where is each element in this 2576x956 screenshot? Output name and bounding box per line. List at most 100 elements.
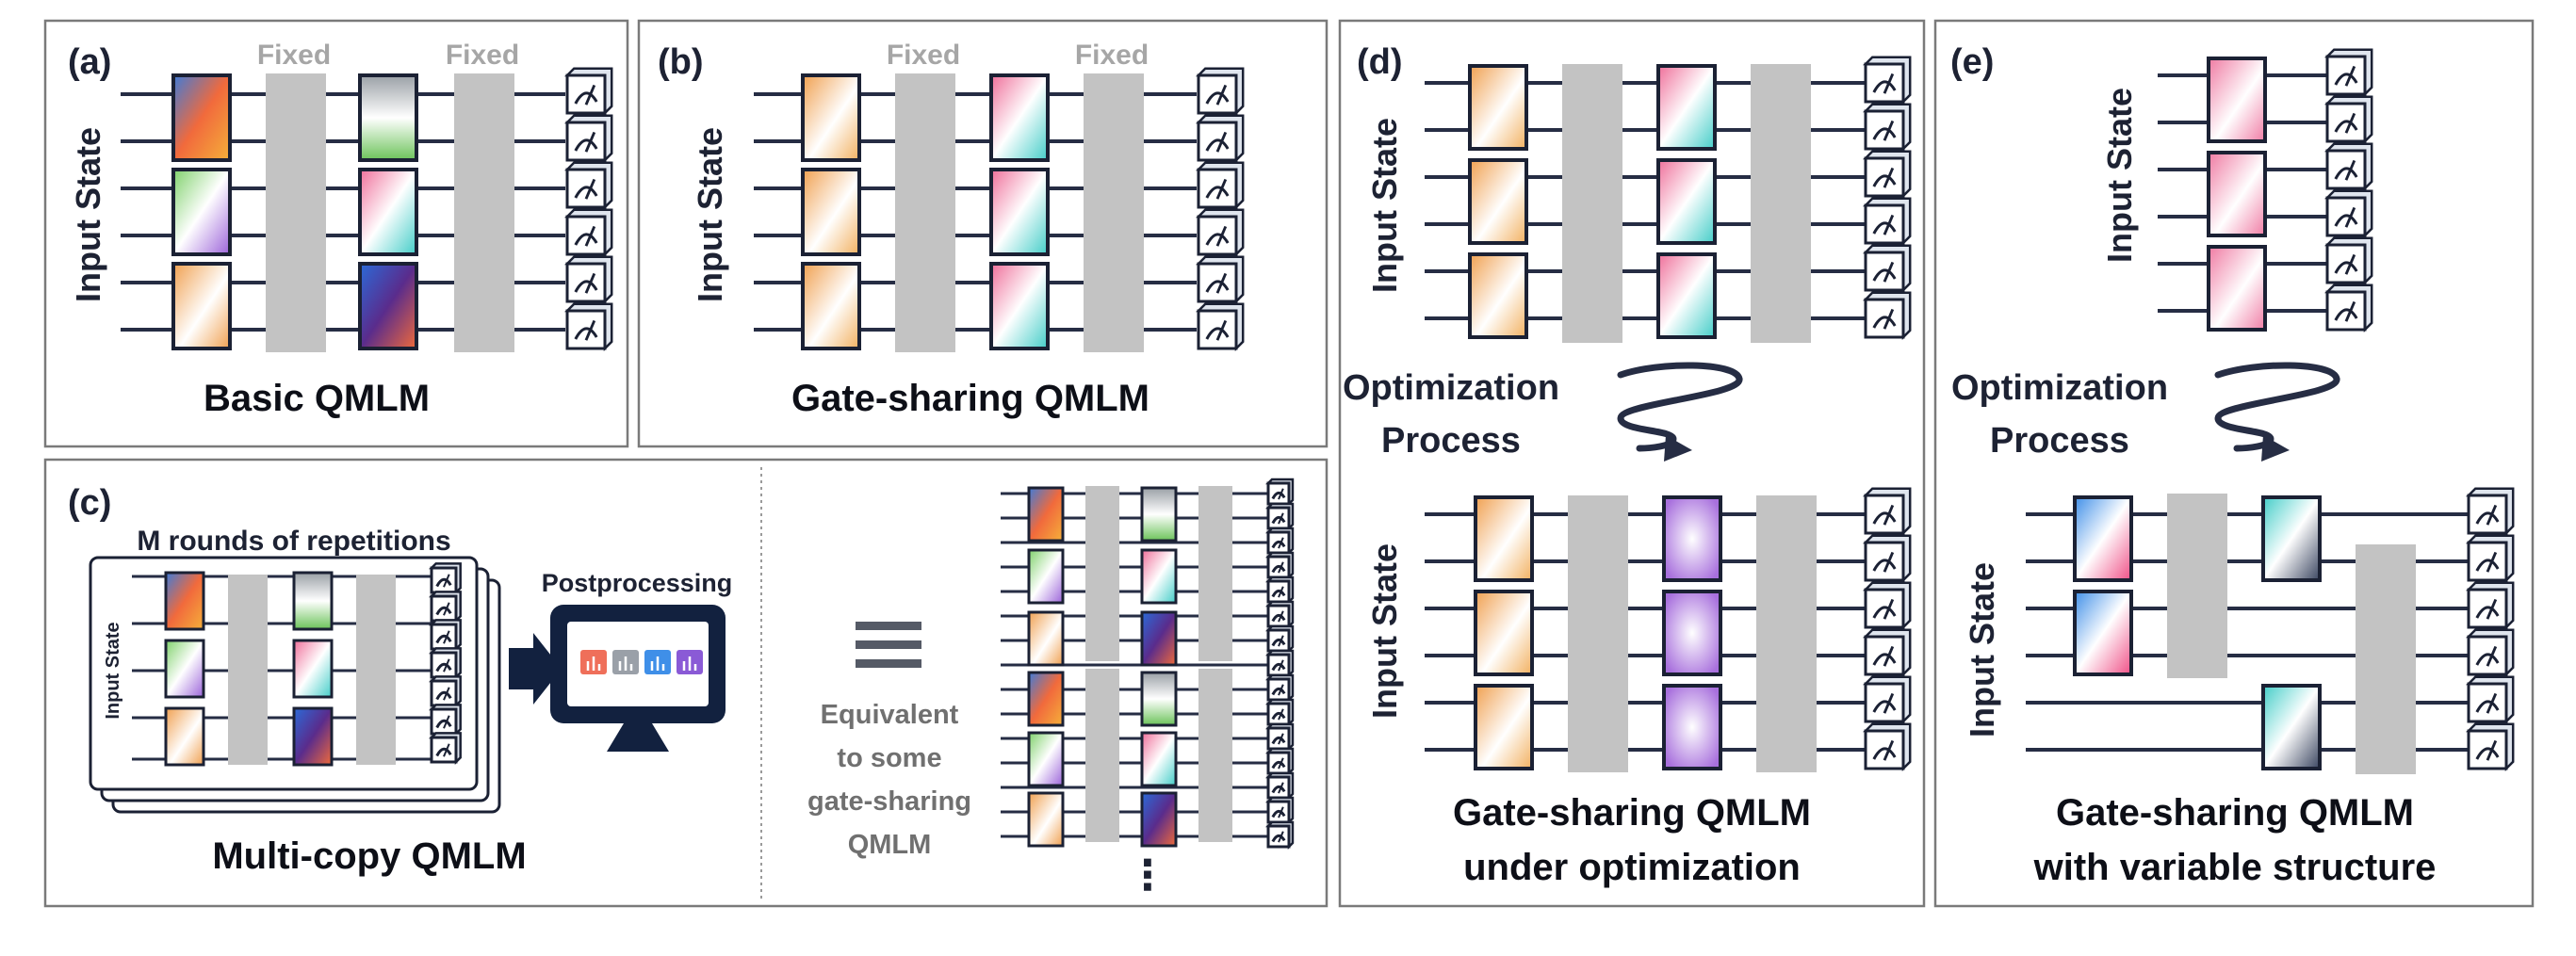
measurement-meter-icon bbox=[563, 114, 613, 164]
panel-c-exp-gate bbox=[1140, 610, 1178, 667]
panel-c-exp-fixed bbox=[1198, 486, 1232, 661]
panel-d-tag: (d) bbox=[1357, 42, 1403, 82]
panel-e-content: (e) Input State Optimization Process Inp… bbox=[1950, 42, 2515, 888]
panel-c-exp-fixed bbox=[1085, 669, 1119, 842]
measurement-meter-icon bbox=[1862, 534, 1912, 584]
panel-e-gate bbox=[2207, 57, 2267, 143]
measurement-meter-icon bbox=[1264, 527, 1295, 557]
equivalent-label-4: QMLM bbox=[848, 830, 932, 860]
measurement-meter-icon bbox=[1862, 56, 1912, 105]
panel-d-gate bbox=[1468, 252, 1528, 339]
panel-e-gate bbox=[2261, 495, 2322, 582]
measurement-meter-icon bbox=[1862, 581, 1912, 631]
measurement-meter-icon bbox=[2323, 142, 2373, 192]
panel-e-gate bbox=[2207, 245, 2267, 332]
measurement-meter-icon bbox=[2465, 628, 2515, 678]
panel-a-fixed-label-1: Fixed bbox=[257, 40, 331, 71]
panel-a-fixed-block-2 bbox=[454, 73, 514, 352]
panel-c-exp-gate bbox=[1027, 791, 1065, 848]
panel-a-input-state-label: Input State bbox=[69, 127, 107, 302]
panel-e-title-1: Gate-sharing QMLM bbox=[2056, 792, 2414, 834]
panel-a-gate bbox=[358, 73, 418, 162]
panel-d-gate bbox=[1468, 158, 1528, 245]
panel-d-fixed-bottom bbox=[1756, 495, 1817, 772]
panel-a-content: (a) Fixed Fixed Input State Basic QMLM bbox=[68, 40, 613, 419]
measurement-meter-icon bbox=[1195, 302, 1245, 352]
measurement-meter-icon bbox=[428, 619, 462, 653]
measurement-meter-icon bbox=[1195, 114, 1245, 164]
panel-c-card-gate bbox=[164, 639, 205, 699]
panel-b-gate bbox=[989, 73, 1050, 162]
panel-a-gate bbox=[171, 262, 232, 350]
equivalent-label-1: Equivalent bbox=[821, 700, 959, 730]
panel-c-exp-gate bbox=[1027, 610, 1065, 667]
measurement-meter-icon bbox=[563, 302, 613, 352]
panel-c-exp-gate bbox=[1027, 671, 1065, 727]
panel-e-input-state-bottom: Input State bbox=[1963, 562, 2001, 737]
panel-e-opt-label-2: Process bbox=[1990, 421, 2129, 461]
measurement-meter-icon bbox=[2323, 189, 2373, 239]
measurement-meter-icon bbox=[2465, 722, 2515, 772]
measurement-meter-icon bbox=[1862, 487, 1912, 537]
measurement-meter-icon bbox=[1264, 820, 1295, 851]
measurement-meter-icon bbox=[563, 67, 613, 117]
panel-d bbox=[1338, 19, 1926, 908]
measurement-meter-icon bbox=[1862, 244, 1912, 294]
measurement-meter-icon bbox=[2465, 581, 2515, 631]
measurement-meter-icon bbox=[563, 208, 613, 258]
panel-d-gate bbox=[1656, 64, 1717, 151]
panel-c-exp-gate bbox=[1140, 486, 1178, 543]
panel-c-title: Multi-copy QMLM bbox=[212, 835, 526, 877]
equivalent-label-3: gate-sharing bbox=[807, 786, 971, 817]
measurement-meter-icon bbox=[1264, 624, 1295, 655]
equivalence-icon bbox=[856, 622, 921, 668]
panel-c-card-gate bbox=[292, 706, 334, 767]
panel-e-opt-label-1: Optimization bbox=[1951, 368, 2168, 408]
measurement-meter-icon bbox=[2465, 534, 2515, 584]
measurement-meter-icon bbox=[1862, 722, 1912, 772]
panel-b-gate bbox=[801, 168, 861, 256]
panel-b-title: Gate-sharing QMLM bbox=[791, 378, 1149, 419]
panel-a-tag: (a) bbox=[68, 42, 111, 82]
measurement-meter-icon bbox=[1862, 197, 1912, 247]
panel-c-exp-gate bbox=[1027, 731, 1065, 787]
measurement-meter-icon bbox=[1264, 575, 1295, 606]
measurement-meter-icon bbox=[1264, 747, 1295, 777]
panel-c-tag: (c) bbox=[68, 483, 111, 523]
measurement-meter-icon bbox=[1862, 150, 1912, 200]
panel-b-fixed-label-1: Fixed bbox=[887, 40, 960, 71]
panel-c-exp-fixed bbox=[1085, 486, 1119, 661]
measurement-meter-icon bbox=[2465, 675, 2515, 725]
measurement-meter-icon bbox=[1264, 796, 1295, 826]
panel-a-gate bbox=[358, 262, 418, 350]
measurement-meter-icon bbox=[1264, 649, 1295, 679]
panel-d-title-1: Gate-sharing QMLM bbox=[1453, 792, 1811, 834]
measurement-meter-icon bbox=[563, 255, 613, 305]
panel-d-gate bbox=[1474, 684, 1534, 770]
measurement-meter-icon bbox=[428, 591, 462, 624]
measurement-meter-icon bbox=[1264, 771, 1295, 802]
panel-c-exp-gate bbox=[1140, 548, 1178, 605]
panel-c-card-gate bbox=[292, 571, 334, 631]
arrow-right-icon bbox=[509, 633, 562, 705]
panel-b-input-state-label: Input State bbox=[691, 127, 729, 302]
panel-e-gate bbox=[2207, 151, 2267, 237]
panel-c-exp-gate bbox=[1140, 791, 1178, 848]
panel-c-input-state-label: Input State bbox=[103, 622, 123, 719]
panel-d-gate bbox=[1474, 590, 1534, 676]
panel-a-fixed-label-2: Fixed bbox=[446, 40, 519, 71]
panel-d-input-state-top: Input State bbox=[1365, 118, 1404, 293]
panel-c-content: (c) M rounds of repetitions Input State … bbox=[68, 467, 1295, 902]
measurement-meter-icon bbox=[2465, 487, 2515, 537]
measurement-meter-icon bbox=[2323, 236, 2373, 286]
panel-c-card-fixed-1 bbox=[228, 575, 268, 765]
measurement-meter-icon bbox=[428, 675, 462, 709]
panel-b-fixed-block-1 bbox=[895, 73, 955, 352]
panel-c-exp-gate bbox=[1140, 731, 1178, 787]
panel-e-fixed bbox=[2356, 544, 2416, 774]
equivalent-label-2: to some bbox=[837, 743, 941, 773]
measurement-meter-icon bbox=[2323, 95, 2373, 145]
measurement-meter-icon bbox=[2323, 48, 2373, 98]
panel-b-gate bbox=[989, 262, 1050, 350]
